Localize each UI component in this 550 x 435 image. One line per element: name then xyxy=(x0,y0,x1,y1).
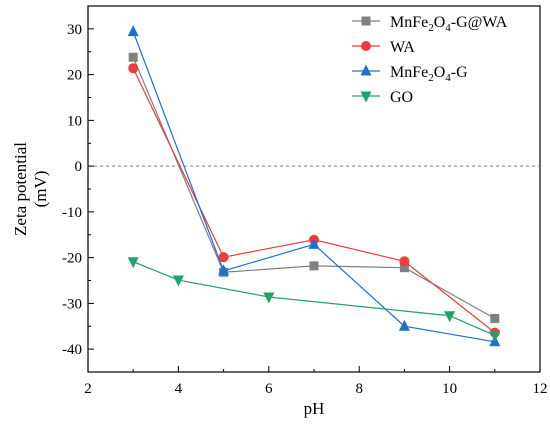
legend-swatch-marker xyxy=(361,41,371,51)
data-point-mnfe2o4-g-wa xyxy=(490,313,500,323)
legend-label: GO xyxy=(390,89,413,106)
data-point-go xyxy=(127,257,139,269)
y-tick-label: 10 xyxy=(67,113,82,129)
x-tick-label: 8 xyxy=(355,381,363,397)
data-point-mnfe2o4-g-wa xyxy=(128,52,138,62)
legend-item-mnfe2o4-g: MnFe2O4-G xyxy=(352,64,468,84)
legend-item-wa: WA xyxy=(352,39,415,56)
data-point-mnfe2o4-g xyxy=(398,319,410,331)
data-point-wa xyxy=(399,256,410,267)
series-line-wa xyxy=(132,67,496,334)
y-tick-label: 30 xyxy=(67,22,82,38)
legend-label: MnFe2O4-G@WA xyxy=(390,14,508,34)
data-point-go xyxy=(172,275,184,287)
legend-label: MnFe2O4-G xyxy=(390,64,468,84)
y-tick-label: 0 xyxy=(75,159,83,175)
plot-area-border xyxy=(87,5,541,373)
data-point-wa xyxy=(218,252,229,263)
y-tick-label: -30 xyxy=(62,296,82,312)
data-point-mnfe2o4-g xyxy=(218,264,230,276)
legend-swatch-marker xyxy=(361,16,371,26)
x-tick-label: 4 xyxy=(175,381,183,397)
axis-ticks: 2 4 6 8 10 12 -40 -30 -20 -10 0 10 20 30 xyxy=(62,22,548,397)
series-go xyxy=(127,257,501,342)
series-mnfe2o4-g-wa xyxy=(128,52,500,323)
x-axis-title: pH xyxy=(304,399,325,418)
series-mnfe2o4-g xyxy=(127,25,501,347)
data-point-go xyxy=(489,330,501,342)
x-tick-label: 10 xyxy=(442,381,457,397)
legend-item-go: GO xyxy=(352,89,413,106)
data-point-mnfe2o4-g xyxy=(127,25,139,37)
y-axis-title-line1: Zeta potential xyxy=(11,142,30,236)
series-line-go xyxy=(132,261,496,336)
y-tick-label: -10 xyxy=(62,205,82,221)
data-point-go xyxy=(444,311,456,323)
y-axis-title-line2: (mV) xyxy=(31,171,50,208)
legend-swatch-marker xyxy=(360,91,372,103)
legend-label: WA xyxy=(390,39,415,56)
legend-swatch-marker xyxy=(360,64,372,76)
data-point-go xyxy=(263,292,275,304)
y-tick-label: 20 xyxy=(67,68,82,84)
series-wa xyxy=(128,63,500,338)
x-tick-label: 12 xyxy=(533,381,548,397)
x-tick-label: 2 xyxy=(84,381,92,397)
legend: MnFe2O4-G@WA WA MnFe2O4-G GO xyxy=(352,14,508,106)
data-point-mnfe2o4-g-wa xyxy=(399,263,409,273)
y-tick-label: -20 xyxy=(62,251,82,267)
data-point-mnfe2o4-g-wa xyxy=(309,261,319,271)
series-layer xyxy=(127,25,501,347)
data-point-wa xyxy=(128,63,139,74)
legend-item-mnfe2o4-g-wa: MnFe2O4-G@WA xyxy=(352,14,508,34)
x-tick-label: 6 xyxy=(265,381,273,397)
data-point-mnfe2o4-g xyxy=(308,237,320,249)
plot-frame xyxy=(87,5,541,373)
series-line-mnfe2o4-g-wa xyxy=(132,57,496,319)
y-tick-label: -40 xyxy=(62,342,82,358)
